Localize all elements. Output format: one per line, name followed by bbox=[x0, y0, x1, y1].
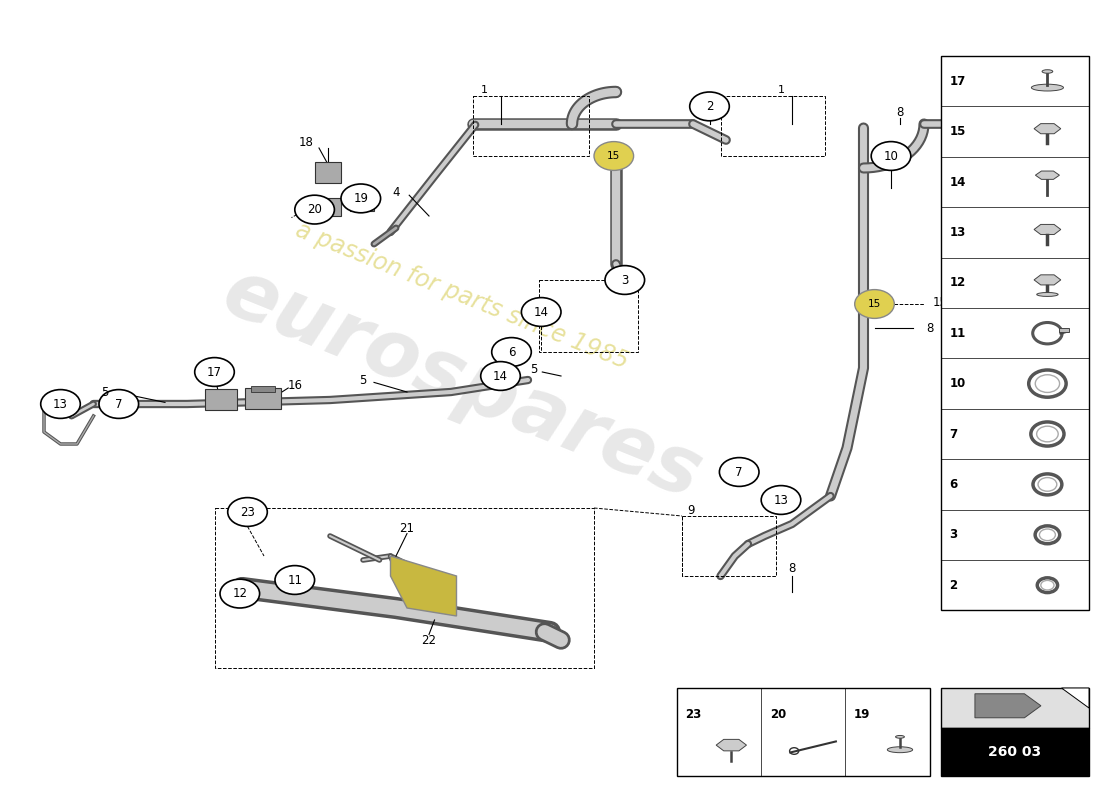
Text: 11: 11 bbox=[287, 574, 303, 586]
Text: 15: 15 bbox=[607, 151, 620, 161]
Polygon shape bbox=[716, 739, 747, 751]
Text: 22: 22 bbox=[421, 634, 437, 646]
Ellipse shape bbox=[1042, 70, 1053, 74]
Text: 6: 6 bbox=[949, 478, 957, 491]
Polygon shape bbox=[1034, 275, 1060, 285]
Ellipse shape bbox=[895, 735, 904, 738]
Bar bbox=[676, 688, 930, 776]
Bar bbox=[682, 516, 776, 576]
Text: 1: 1 bbox=[481, 86, 487, 95]
FancyBboxPatch shape bbox=[251, 386, 275, 392]
Circle shape bbox=[99, 390, 139, 418]
Text: 13: 13 bbox=[773, 494, 789, 506]
Text: 10: 10 bbox=[949, 377, 966, 390]
Ellipse shape bbox=[1032, 84, 1064, 91]
Text: 2: 2 bbox=[949, 578, 957, 592]
Text: 5: 5 bbox=[530, 363, 537, 376]
Polygon shape bbox=[1034, 225, 1060, 234]
Text: 7: 7 bbox=[949, 427, 957, 441]
Text: 12: 12 bbox=[949, 276, 966, 290]
Circle shape bbox=[855, 290, 894, 318]
Bar bbox=[720, 96, 825, 156]
Circle shape bbox=[220, 579, 260, 608]
Bar bbox=[214, 508, 594, 668]
Text: 5: 5 bbox=[101, 386, 108, 398]
Text: 17: 17 bbox=[949, 74, 966, 88]
Text: 18: 18 bbox=[298, 136, 314, 149]
Circle shape bbox=[341, 184, 381, 213]
FancyBboxPatch shape bbox=[350, 190, 374, 211]
Circle shape bbox=[690, 92, 729, 121]
Text: 11: 11 bbox=[949, 326, 966, 340]
Circle shape bbox=[295, 195, 334, 224]
Text: 14: 14 bbox=[534, 306, 549, 318]
FancyBboxPatch shape bbox=[315, 162, 341, 183]
Text: 14: 14 bbox=[949, 175, 966, 189]
FancyBboxPatch shape bbox=[317, 198, 341, 216]
Polygon shape bbox=[1035, 171, 1059, 179]
Bar bbox=[1059, 328, 1069, 332]
Text: 12: 12 bbox=[232, 587, 248, 600]
Bar bbox=[473, 96, 588, 156]
Bar bbox=[940, 728, 1089, 776]
Circle shape bbox=[871, 142, 911, 170]
Text: 3: 3 bbox=[949, 528, 957, 542]
Text: 5: 5 bbox=[360, 374, 366, 387]
Circle shape bbox=[275, 566, 315, 594]
Text: 15: 15 bbox=[949, 125, 966, 138]
FancyBboxPatch shape bbox=[245, 388, 280, 409]
Text: 260 03: 260 03 bbox=[988, 745, 1042, 758]
Text: a passion for parts since 1985: a passion for parts since 1985 bbox=[293, 218, 631, 374]
Polygon shape bbox=[390, 556, 456, 616]
Text: 8: 8 bbox=[926, 322, 933, 334]
FancyBboxPatch shape bbox=[205, 389, 236, 410]
Circle shape bbox=[605, 266, 645, 294]
Text: 6: 6 bbox=[508, 346, 515, 358]
Text: 15: 15 bbox=[868, 299, 881, 309]
Circle shape bbox=[761, 486, 801, 514]
Text: 23: 23 bbox=[240, 506, 255, 518]
Circle shape bbox=[228, 498, 267, 526]
Bar bbox=[539, 280, 638, 352]
Ellipse shape bbox=[1036, 293, 1058, 297]
Text: 8: 8 bbox=[896, 106, 903, 118]
Bar bbox=[940, 688, 1089, 728]
Text: eurospares: eurospares bbox=[211, 253, 713, 515]
Text: 4: 4 bbox=[393, 186, 399, 198]
Circle shape bbox=[492, 338, 531, 366]
Text: 20: 20 bbox=[770, 708, 785, 721]
Text: 8: 8 bbox=[789, 562, 795, 574]
Text: 7: 7 bbox=[736, 466, 743, 478]
Circle shape bbox=[481, 362, 520, 390]
Text: 1: 1 bbox=[778, 86, 784, 95]
Bar bbox=[940, 56, 1089, 610]
Text: 3: 3 bbox=[621, 274, 628, 286]
Text: 13: 13 bbox=[949, 226, 966, 239]
Text: 2: 2 bbox=[706, 100, 713, 113]
Polygon shape bbox=[975, 694, 1041, 718]
Text: 20: 20 bbox=[307, 203, 322, 216]
Text: 17: 17 bbox=[207, 366, 222, 378]
Text: 21: 21 bbox=[399, 522, 415, 534]
Text: 23: 23 bbox=[685, 708, 702, 721]
Circle shape bbox=[41, 390, 80, 418]
Text: 13: 13 bbox=[53, 398, 68, 410]
Circle shape bbox=[521, 298, 561, 326]
Circle shape bbox=[719, 458, 759, 486]
Text: 9: 9 bbox=[688, 504, 694, 517]
Ellipse shape bbox=[888, 746, 913, 753]
Circle shape bbox=[195, 358, 234, 386]
Text: 14: 14 bbox=[493, 370, 508, 382]
Polygon shape bbox=[1062, 688, 1089, 708]
Polygon shape bbox=[1034, 124, 1060, 134]
Text: 16: 16 bbox=[287, 379, 303, 392]
Circle shape bbox=[594, 142, 634, 170]
Text: 7: 7 bbox=[116, 398, 122, 410]
Text: 15: 15 bbox=[933, 296, 948, 309]
Text: 10: 10 bbox=[883, 150, 899, 162]
Text: 19: 19 bbox=[353, 192, 369, 205]
Text: 19: 19 bbox=[854, 708, 870, 721]
